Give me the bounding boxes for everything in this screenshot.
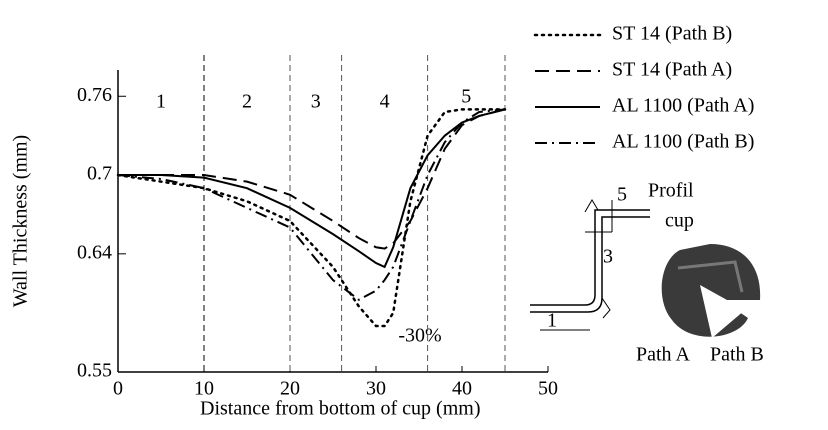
path-label: Path A [636, 344, 690, 366]
path-label: Path B [710, 344, 764, 366]
x-tick-label: 50 [538, 378, 558, 400]
x-axis-title: Distance from bottom of cup (mm) [200, 398, 481, 420]
series-line [118, 108, 506, 269]
x-tick-label: 40 [452, 378, 472, 400]
x-tick-label: 30 [366, 378, 386, 400]
profile-number: 5 [617, 184, 627, 206]
region-label: 3 [311, 91, 321, 113]
profile-number: 3 [603, 246, 613, 268]
y-tick-label: 0.64 [77, 241, 112, 263]
x-tick-label: 20 [280, 378, 300, 400]
x-tick-label: 0 [113, 378, 123, 400]
legend-label: ST 14 (Path A) [612, 59, 732, 81]
profile-number: 1 [547, 310, 557, 332]
series-line [117, 108, 506, 301]
y-tick-label: 0.76 [77, 84, 112, 106]
y-tick-label: 0.7 [87, 163, 112, 185]
series-line [118, 108, 506, 250]
legend-label: AL 1100 (Path B) [612, 131, 754, 153]
inset-title: cup [665, 210, 694, 232]
y-axis-title: Wall Thickness (mm) [10, 135, 32, 307]
cup-photo [661, 244, 761, 338]
cup-profile [530, 199, 650, 331]
region-label: 5 [461, 86, 471, 108]
x-tick-label: 10 [194, 378, 214, 400]
series-line [116, 108, 507, 328]
region-label: 2 [242, 91, 252, 113]
annotation: -30% [398, 325, 441, 347]
region-label: 1 [156, 91, 166, 113]
region-label: 4 [380, 91, 390, 113]
legend-label: AL 1100 (Path A) [612, 95, 754, 117]
legend-label: ST 14 (Path B) [612, 23, 732, 45]
inset-title: Profil [648, 180, 694, 202]
y-tick-label: 0.55 [77, 360, 112, 382]
